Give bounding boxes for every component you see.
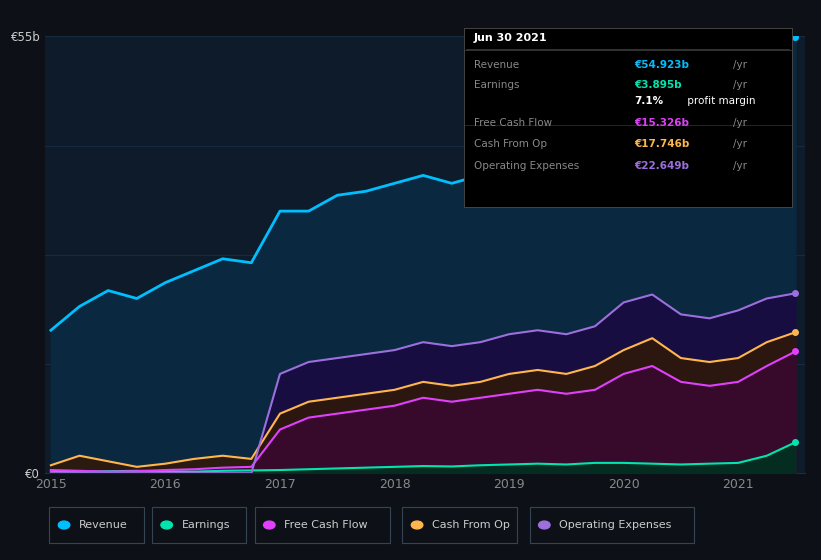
Text: /yr: /yr [733,161,747,171]
Text: Jun 30 2021: Jun 30 2021 [474,34,548,43]
Text: /yr: /yr [733,80,747,90]
Text: profit margin: profit margin [684,96,755,106]
Text: €54.923b: €54.923b [635,60,690,70]
Text: €17.746b: €17.746b [635,139,690,149]
Text: Earnings: Earnings [474,80,519,90]
Text: €3.895b: €3.895b [635,80,682,90]
Text: Free Cash Flow: Free Cash Flow [284,520,368,530]
Text: Operating Expenses: Operating Expenses [559,520,672,530]
Text: Revenue: Revenue [474,60,519,70]
Text: Cash From Op: Cash From Op [474,139,547,149]
Text: €22.649b: €22.649b [635,161,690,171]
Text: /yr: /yr [733,139,747,149]
Text: Operating Expenses: Operating Expenses [474,161,579,171]
Text: /yr: /yr [733,118,747,128]
Text: Free Cash Flow: Free Cash Flow [474,118,552,128]
Text: €15.326b: €15.326b [635,118,690,128]
Text: Revenue: Revenue [79,520,127,530]
Text: Cash From Op: Cash From Op [432,520,510,530]
Text: /yr: /yr [733,60,747,70]
Text: 7.1%: 7.1% [635,96,663,106]
Text: Earnings: Earnings [181,520,230,530]
